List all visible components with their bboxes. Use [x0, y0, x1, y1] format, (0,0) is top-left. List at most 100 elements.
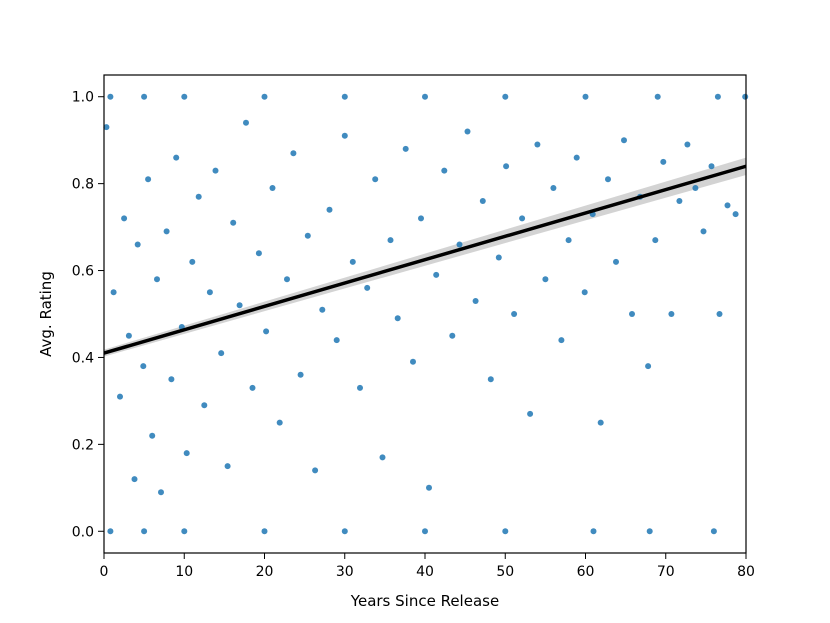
- data-point: [349, 258, 356, 265]
- data-point: [645, 363, 652, 370]
- x-axis-ticks: 0 10 20 30 40 50 60 70 80: [100, 553, 755, 580]
- data-point: [140, 363, 147, 370]
- data-point: [195, 193, 202, 200]
- data-point: [312, 467, 319, 474]
- data-point: [449, 332, 456, 339]
- data-point: [629, 311, 635, 317]
- data-point: [357, 384, 363, 391]
- data-point: [249, 384, 256, 391]
- x-tick-label: 40: [416, 564, 434, 580]
- data-point: [487, 376, 494, 383]
- data-point: [710, 528, 717, 535]
- data-point: [441, 167, 448, 174]
- data-point: [621, 137, 627, 144]
- data-point: [181, 93, 188, 100]
- data-point: [418, 215, 424, 222]
- data-point: [189, 258, 196, 265]
- data-point: [269, 185, 276, 191]
- data-point: [464, 128, 471, 135]
- data-point: [519, 215, 526, 222]
- x-tick-label: 20: [256, 564, 274, 580]
- data-point: [284, 276, 290, 283]
- data-point: [168, 376, 175, 383]
- data-point: [379, 454, 386, 461]
- data-point: [394, 315, 401, 322]
- data-point: [565, 237, 572, 244]
- data-point: [243, 119, 249, 126]
- data-point: [372, 176, 379, 183]
- data-point: [605, 176, 611, 183]
- data-point: [684, 141, 691, 148]
- data-point: [230, 219, 237, 226]
- data-point: [590, 528, 597, 535]
- y-axis-ticks: 0.0 0.2 0.4 0.6 0.8 1.0: [72, 90, 104, 540]
- data-point: [107, 93, 114, 100]
- data-point: [304, 232, 311, 239]
- data-point: [402, 145, 409, 152]
- data-point: [206, 289, 213, 296]
- x-tick-label: 30: [336, 564, 354, 580]
- y-tick-label: 0.6: [72, 264, 94, 280]
- data-point: [714, 93, 721, 100]
- data-point: [341, 93, 348, 100]
- data-point: [141, 93, 148, 100]
- data-point: [716, 311, 723, 317]
- data-point: [141, 528, 148, 535]
- y-tick-label: 0.0: [72, 524, 94, 540]
- y-tick-label: 0.4: [72, 350, 94, 366]
- x-tick-label: 50: [496, 564, 514, 580]
- y-tick-label: 1.0: [72, 90, 94, 106]
- data-point: [724, 202, 731, 209]
- data-point: [426, 484, 432, 491]
- data-point: [201, 402, 208, 409]
- data-point: [660, 158, 667, 165]
- data-point: [163, 228, 170, 235]
- data-point: [218, 350, 225, 357]
- data-point: [134, 241, 141, 248]
- data-point: [582, 93, 589, 100]
- data-point: [581, 289, 588, 296]
- data-point: [495, 254, 502, 261]
- data-point: [558, 337, 565, 344]
- x-tick-label: 70: [657, 564, 675, 580]
- regression-line-group: [103, 164, 747, 355]
- data-point: [125, 332, 132, 339]
- data-point: [212, 167, 219, 174]
- data-point: [341, 528, 348, 535]
- data-point: [502, 528, 509, 535]
- y-axis-label: Avg. Rating: [37, 271, 55, 357]
- data-point: [341, 132, 348, 139]
- data-point: [121, 215, 128, 222]
- data-point: [708, 163, 715, 170]
- data-point: [732, 211, 739, 218]
- data-point: [573, 154, 580, 161]
- data-point: [276, 419, 283, 426]
- data-point: [742, 93, 749, 100]
- data-point: [654, 93, 661, 100]
- data-point: [183, 450, 190, 457]
- x-tick-label: 80: [737, 564, 755, 580]
- data-point: [387, 237, 394, 244]
- data-point: [700, 228, 707, 235]
- data-point: [502, 93, 509, 100]
- data-point: [613, 258, 619, 265]
- data-point: [290, 150, 297, 157]
- data-point: [103, 124, 110, 131]
- data-point: [652, 237, 659, 244]
- data-point: [692, 185, 699, 191]
- data-point: [224, 463, 231, 470]
- data-point: [534, 141, 541, 148]
- data-point: [326, 206, 333, 213]
- y-tick-label: 0.2: [72, 437, 94, 453]
- data-point: [410, 358, 416, 365]
- data-point: [511, 311, 518, 317]
- data-point: [676, 198, 683, 204]
- data-point: [597, 419, 604, 426]
- x-axis-label: Years Since Release: [350, 592, 499, 610]
- data-point: [236, 302, 243, 309]
- data-point: [158, 489, 164, 496]
- data-point: [110, 289, 117, 296]
- data-point: [503, 163, 510, 170]
- data-point: [149, 432, 156, 439]
